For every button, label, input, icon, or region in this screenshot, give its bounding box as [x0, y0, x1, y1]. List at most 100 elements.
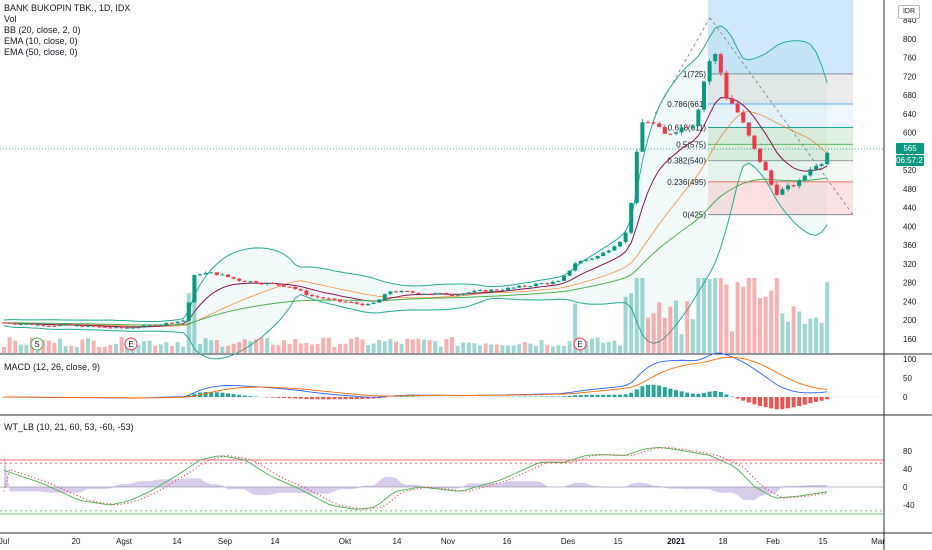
volume-bar [786, 321, 790, 353]
macd-histogram [242, 395, 247, 397]
macd-histogram [601, 394, 606, 397]
macd-histogram [349, 397, 354, 400]
macd-histogram [354, 397, 359, 399]
macd-histogram [780, 397, 785, 410]
time-tick: 14 [393, 537, 402, 546]
volume-bar [13, 340, 18, 353]
volume-bar [730, 331, 734, 353]
candle-body [808, 169, 813, 176]
wt-tick: -40 [903, 501, 915, 510]
macd-histogram [724, 394, 729, 397]
fib-label: 0.382(540) [667, 157, 706, 166]
volume-bar [802, 323, 807, 353]
wt2-line [3, 447, 828, 510]
candle-body [634, 151, 639, 203]
candle-body [136, 327, 141, 329]
macd-histogram [752, 397, 757, 405]
ema50-line [3, 177, 828, 326]
macd-histogram [231, 394, 236, 397]
volume-bar [707, 278, 712, 353]
candle-body [629, 202, 634, 233]
macd-histogram [567, 395, 572, 397]
candle-body [142, 325, 146, 328]
volume-bar [690, 319, 695, 353]
candle-body [102, 326, 107, 328]
macd-histogram [791, 397, 796, 408]
candle-body [298, 289, 303, 291]
candle-body [175, 321, 180, 324]
macd-histogram [405, 396, 410, 397]
price-tick: 240 [903, 297, 917, 306]
volume-bar [91, 340, 96, 353]
earnings-marker-text: E [128, 340, 133, 349]
candle-body [774, 184, 779, 195]
volume-bar [774, 278, 779, 353]
volume-bar [366, 344, 370, 353]
volume-bar [550, 346, 555, 353]
volume-bar [399, 344, 404, 353]
candle-body [226, 274, 230, 277]
candle-body [203, 272, 208, 275]
candle-body [220, 274, 225, 276]
volume-bar [349, 338, 354, 353]
macd-histogram [662, 387, 667, 397]
candle-body [270, 282, 275, 284]
macd-histogram [584, 394, 589, 397]
volume-bar [254, 339, 258, 353]
currency-badge[interactable]: IDR [898, 5, 920, 19]
last-price-tag: 565 [896, 143, 924, 154]
candle-body [455, 294, 460, 296]
macd-histogram [674, 390, 678, 397]
volume-bar [562, 346, 566, 353]
price-tick: 840 [903, 16, 917, 25]
candle-body [242, 280, 247, 282]
macd-histogram [774, 397, 779, 410]
candle-body [354, 302, 359, 304]
candle-body [562, 275, 566, 281]
candle-body [461, 293, 466, 295]
volume-bar [461, 342, 466, 353]
volume-bar [629, 293, 634, 353]
candle-body [780, 189, 785, 195]
candle-body [69, 324, 74, 326]
volume-bar [797, 311, 802, 353]
macd-histogram [282, 397, 286, 399]
volume-bar [270, 344, 275, 353]
macd-histogram [578, 395, 583, 397]
candle-body [590, 258, 594, 260]
volume-bar [343, 343, 348, 353]
signal-line [3, 356, 828, 399]
candle-body [819, 164, 824, 166]
volume-bar [405, 338, 410, 353]
macd-histogram [618, 394, 622, 397]
candle-body [791, 185, 796, 187]
fib-label: 0.236(495) [667, 178, 706, 187]
candle-body [433, 293, 438, 295]
candle-body [646, 122, 650, 124]
volume-bar [539, 340, 544, 353]
wt-tick: 0 [903, 483, 908, 492]
candle-body [758, 148, 762, 162]
volume-bar [338, 343, 342, 353]
volume-bar [741, 286, 746, 353]
candle-body [237, 278, 242, 281]
macd-histogram [590, 394, 594, 397]
macd-label: MACD (12, 26, close, 9) [4, 362, 101, 372]
candle-body [450, 294, 454, 296]
macd-histogram [382, 397, 387, 398]
candle-body [769, 170, 774, 185]
volume-bar [791, 306, 796, 353]
price-tick: 640 [903, 110, 917, 119]
volume-bar [237, 341, 242, 353]
macd-histogram [741, 397, 746, 401]
wt-diff-area [4, 453, 828, 500]
price-tick: 720 [903, 72, 917, 81]
volume-bar [438, 346, 443, 353]
price-tick: 600 [903, 129, 917, 138]
candle-body [573, 263, 578, 271]
candle-body [332, 298, 337, 300]
candle-body [814, 165, 818, 170]
candle-body [662, 126, 667, 134]
volume-bar [780, 313, 785, 353]
